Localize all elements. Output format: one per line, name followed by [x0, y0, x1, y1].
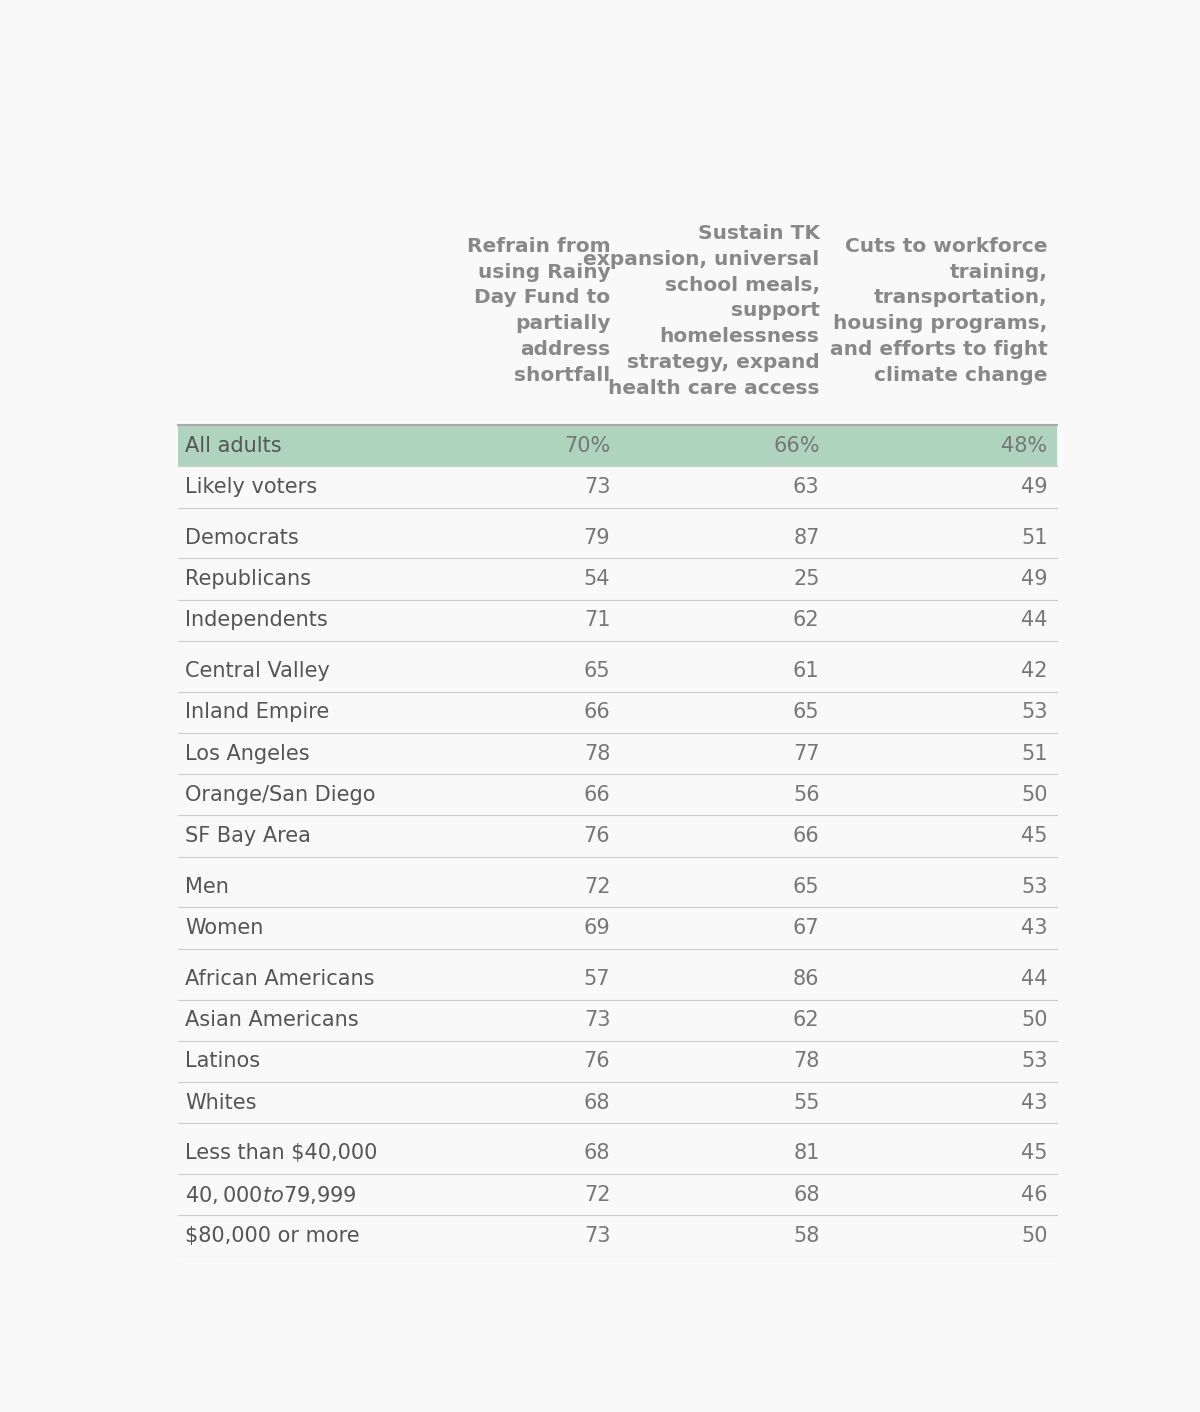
Text: 68: 68	[793, 1185, 820, 1204]
Text: 65: 65	[583, 661, 611, 681]
Text: Likely voters: Likely voters	[185, 477, 318, 497]
Text: Refrain from
using Rainy
Day Fund to
partially
address
shortfall: Refrain from using Rainy Day Fund to par…	[467, 237, 611, 384]
Text: 46: 46	[1021, 1185, 1048, 1204]
Text: 79: 79	[583, 528, 611, 548]
Text: Inland Empire: Inland Empire	[185, 702, 330, 722]
Text: 68: 68	[584, 1093, 611, 1113]
Text: 73: 73	[584, 1226, 611, 1245]
Text: 51: 51	[1021, 744, 1048, 764]
Text: Asian Americans: Asian Americans	[185, 1010, 359, 1031]
Text: 63: 63	[793, 477, 820, 497]
Text: 43: 43	[1021, 1093, 1048, 1113]
Text: 56: 56	[793, 785, 820, 805]
Text: Orange/San Diego: Orange/San Diego	[185, 785, 376, 805]
Text: 66: 66	[583, 702, 611, 722]
Text: Republicans: Republicans	[185, 569, 311, 589]
Text: Los Angeles: Los Angeles	[185, 744, 310, 764]
Text: 66%: 66%	[773, 435, 820, 456]
Text: 66: 66	[793, 826, 820, 846]
Text: 77: 77	[793, 744, 820, 764]
Text: 76: 76	[583, 1052, 611, 1072]
Text: 81: 81	[793, 1144, 820, 1163]
Text: 58: 58	[793, 1226, 820, 1245]
Text: 50: 50	[1021, 785, 1048, 805]
Text: Less than $40,000: Less than $40,000	[185, 1144, 378, 1163]
Text: African Americans: African Americans	[185, 969, 374, 988]
Text: 62: 62	[793, 1010, 820, 1031]
Text: 45: 45	[1021, 1144, 1048, 1163]
Text: 73: 73	[584, 477, 611, 497]
Text: Sustain TK
expansion, universal
school meals,
support
homelessness
strategy, exp: Sustain TK expansion, universal school m…	[583, 225, 820, 398]
Text: 53: 53	[1021, 877, 1048, 897]
Text: 78: 78	[793, 1052, 820, 1072]
Text: 51: 51	[1021, 528, 1048, 548]
Text: 67: 67	[793, 918, 820, 938]
Text: 72: 72	[584, 877, 611, 897]
Text: 48%: 48%	[1001, 435, 1048, 456]
Text: 44: 44	[1021, 610, 1048, 630]
Text: 62: 62	[793, 610, 820, 630]
Text: 57: 57	[584, 969, 611, 988]
Text: 87: 87	[793, 528, 820, 548]
Text: 50: 50	[1021, 1226, 1048, 1245]
Text: Central Valley: Central Valley	[185, 661, 330, 681]
Text: 44: 44	[1021, 969, 1048, 988]
Text: 68: 68	[584, 1144, 611, 1163]
Text: 65: 65	[793, 877, 820, 897]
Text: 55: 55	[793, 1093, 820, 1113]
Text: 65: 65	[793, 702, 820, 722]
Text: 61: 61	[793, 661, 820, 681]
Text: 49: 49	[1021, 477, 1048, 497]
Text: 50: 50	[1021, 1010, 1048, 1031]
Text: All adults: All adults	[185, 435, 282, 456]
Text: 53: 53	[1021, 702, 1048, 722]
Text: Women: Women	[185, 918, 264, 938]
Text: $40,000 to $79,999: $40,000 to $79,999	[185, 1183, 358, 1206]
Text: 53: 53	[1021, 1052, 1048, 1072]
Text: Cuts to workforce
training,
transportation,
housing programs,
and efforts to fig: Cuts to workforce training, transportati…	[829, 237, 1048, 384]
Text: 72: 72	[584, 1185, 611, 1204]
Text: Independents: Independents	[185, 610, 328, 630]
Text: 70%: 70%	[564, 435, 611, 456]
Bar	[178, 425, 1057, 466]
Text: Whites: Whites	[185, 1093, 257, 1113]
Text: 76: 76	[583, 826, 611, 846]
Text: 25: 25	[793, 569, 820, 589]
Text: SF Bay Area: SF Bay Area	[185, 826, 311, 846]
Text: 43: 43	[1021, 918, 1048, 938]
Text: 42: 42	[1021, 661, 1048, 681]
Text: $80,000 or more: $80,000 or more	[185, 1226, 360, 1245]
Text: 73: 73	[584, 1010, 611, 1031]
Text: 45: 45	[1021, 826, 1048, 846]
Text: 71: 71	[584, 610, 611, 630]
Text: 54: 54	[584, 569, 611, 589]
Text: Democrats: Democrats	[185, 528, 299, 548]
Text: 66: 66	[583, 785, 611, 805]
Text: Latinos: Latinos	[185, 1052, 260, 1072]
Text: 86: 86	[793, 969, 820, 988]
Text: 69: 69	[583, 918, 611, 938]
Text: 78: 78	[584, 744, 611, 764]
Text: 49: 49	[1021, 569, 1048, 589]
Text: Men: Men	[185, 877, 229, 897]
